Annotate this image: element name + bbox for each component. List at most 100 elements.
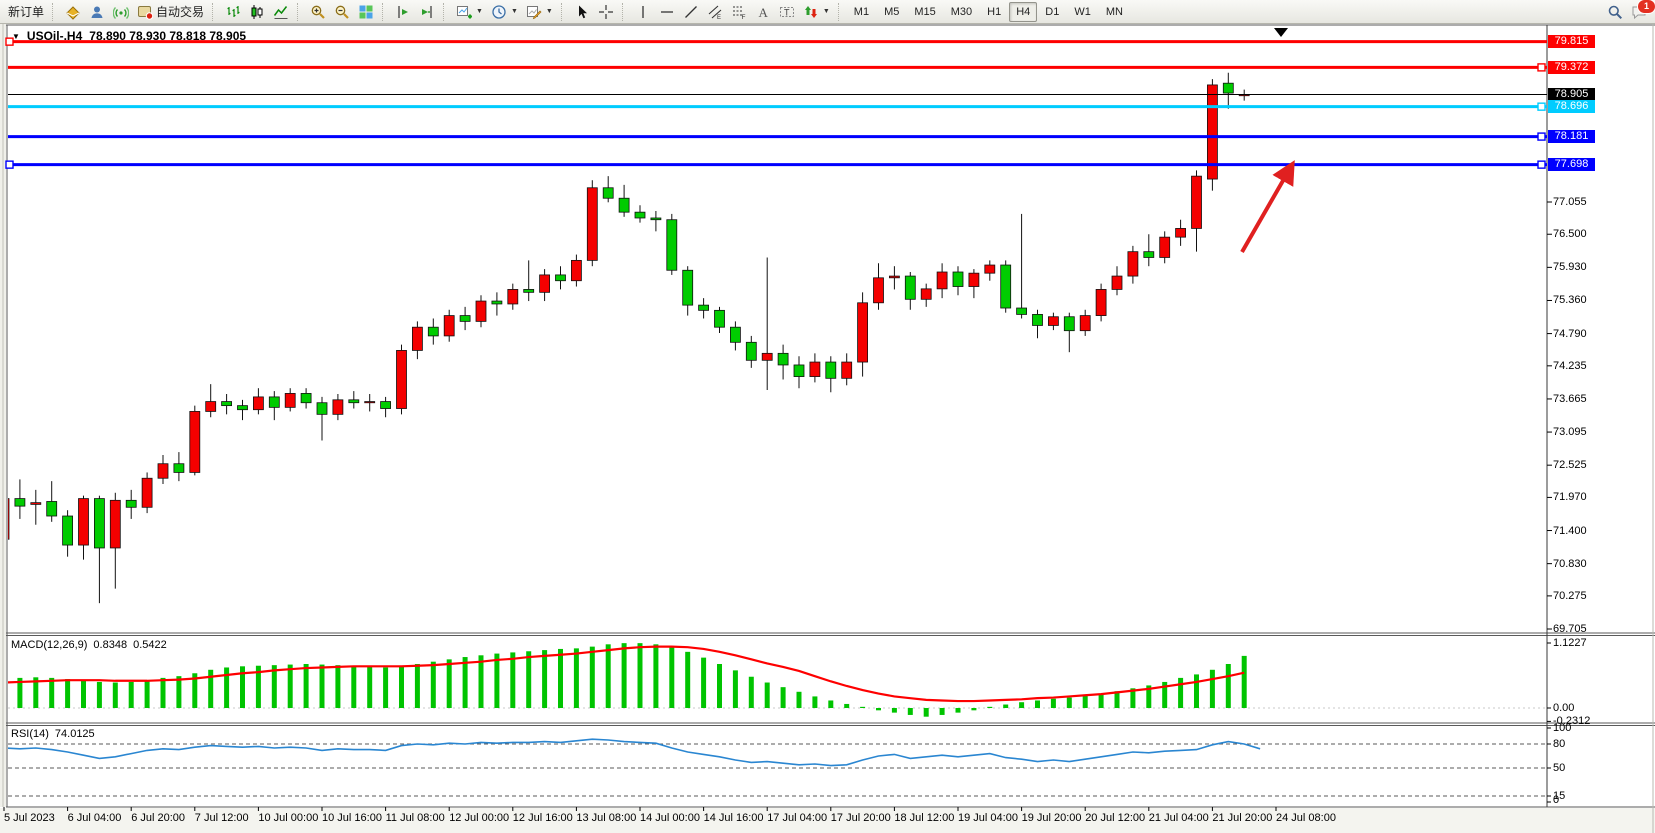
macd-histogram-bar: [669, 647, 675, 708]
horizontal-line-icon: [659, 4, 675, 20]
shapes-button[interactable]: ▼: [799, 2, 834, 22]
vertical-line-icon: [635, 4, 651, 20]
auto-scroll-button[interactable]: [391, 2, 415, 22]
cursor-button[interactable]: [570, 2, 594, 22]
crosshair-button[interactable]: [594, 2, 618, 22]
text-button[interactable]: A: [751, 2, 775, 22]
macd-histogram-bar: [685, 651, 691, 708]
candle: [427, 326, 439, 337]
new-chart-button[interactable]: ▼: [452, 2, 487, 22]
search-button[interactable]: [1603, 2, 1627, 22]
market-watch-icon: [65, 4, 81, 20]
candle: [46, 501, 58, 517]
macd-histogram-bar: [128, 681, 134, 708]
vertical-line-button[interactable]: [631, 2, 655, 22]
candle: [237, 405, 248, 411]
line-chart-button[interactable]: [269, 2, 293, 22]
timeframe-m1-button[interactable]: M1: [853, 5, 870, 18]
trend-arrow-annotation[interactable]: [1240, 160, 1295, 253]
macd-histogram-bar: [1082, 695, 1088, 708]
timeframe-h1-button[interactable]: H1: [987, 5, 1002, 18]
timeframe-mn-button[interactable]: MN: [1105, 5, 1123, 18]
timeframe-m15-button[interactable]: M15: [914, 5, 936, 18]
timeframe-m30-button[interactable]: M30: [950, 5, 973, 18]
timeframe-w1-button[interactable]: W1: [1074, 5, 1091, 18]
macd-histogram-bar: [399, 666, 404, 708]
macd-histogram-bar: [112, 682, 118, 708]
fibonacci-button[interactable]: F: [727, 2, 751, 22]
candle: [284, 393, 296, 408]
rsi-line: [8, 738, 1261, 767]
candle: [300, 393, 312, 404]
candle: [507, 289, 519, 305]
new-order-button[interactable]: 新订单: [4, 2, 48, 22]
line-handle[interactable]: [5, 160, 14, 169]
timeframe-d1-button[interactable]: D1: [1045, 5, 1060, 18]
template-button[interactable]: ▼: [522, 2, 557, 22]
community-button[interactable]: [85, 2, 109, 22]
tile-windows-button[interactable]: [354, 2, 378, 22]
line-handle[interactable]: [1537, 132, 1546, 141]
bar-chart-icon: [225, 4, 241, 20]
chevron-down-icon: ▼: [545, 8, 553, 15]
macd-histogram-bar: [796, 691, 802, 708]
signals-button[interactable]: [109, 2, 133, 22]
macd-histogram-bar: [780, 687, 786, 708]
line-handle[interactable]: [1537, 160, 1546, 169]
candlestick-chart-button[interactable]: [245, 2, 269, 22]
macd-histogram-bar: [160, 677, 166, 708]
macd-histogram-bar: [1209, 669, 1215, 708]
template-icon: [526, 4, 542, 20]
macd-histogram-bar: [1114, 691, 1120, 708]
timeframe-m5-button[interactable]: M5: [884, 5, 900, 18]
candle: [586, 187, 598, 261]
macd-histogram-bar: [748, 676, 754, 708]
bar-chart-button[interactable]: [221, 2, 245, 22]
notifications-button[interactable]: 1: [1627, 0, 1655, 22]
channel-button[interactable]: E: [703, 2, 727, 22]
candle: [984, 264, 996, 274]
macd-histogram-bar: [224, 667, 230, 708]
autotrading-button[interactable]: 自动交易: [133, 2, 208, 22]
candle: [30, 502, 42, 505]
line-handle[interactable]: [5, 37, 14, 46]
candle: [396, 350, 407, 409]
zoom-out-button[interactable]: [330, 2, 354, 22]
macd-histogram-bar: [192, 673, 198, 708]
fibonacci-icon: F: [731, 4, 747, 20]
line-handle[interactable]: [1537, 63, 1546, 72]
candle: [745, 341, 757, 361]
text-icon: A: [755, 4, 771, 20]
candle: [157, 463, 169, 479]
macd-histogram-bar: [383, 667, 389, 708]
macd-histogram-bar: [478, 655, 484, 708]
macd-histogram-bar: [351, 665, 357, 708]
macd-signal-line: [8, 645, 1245, 703]
text-label-button[interactable]: T: [775, 2, 799, 22]
macd-histogram-bar: [1050, 698, 1056, 708]
trendline-button[interactable]: [679, 2, 703, 22]
chart-shift-button[interactable]: [415, 2, 439, 22]
text-label-icon: T: [779, 4, 795, 20]
macd-histogram-bar: [1098, 693, 1104, 708]
line-handle[interactable]: [1537, 102, 1546, 111]
timeframe-h4-button[interactable]: H4: [1009, 1, 1038, 22]
macd-histogram-bar: [33, 677, 39, 708]
horizontal-line-button[interactable]: [655, 2, 679, 22]
macd-histogram-bar: [1146, 685, 1152, 708]
candle: [920, 288, 932, 300]
candle: [968, 272, 980, 287]
candlestick-chart-icon: [249, 4, 265, 20]
macd-histogram-bar: [65, 679, 71, 708]
period-button[interactable]: ▼: [487, 2, 522, 22]
zoom-in-button[interactable]: [306, 2, 330, 22]
macd-histogram-bar: [987, 706, 993, 708]
market-watch-button[interactable]: [61, 2, 85, 22]
candle: [634, 211, 646, 219]
candle: [14, 498, 26, 507]
toolbar-separator: [621, 2, 627, 21]
candle: [1111, 275, 1123, 290]
